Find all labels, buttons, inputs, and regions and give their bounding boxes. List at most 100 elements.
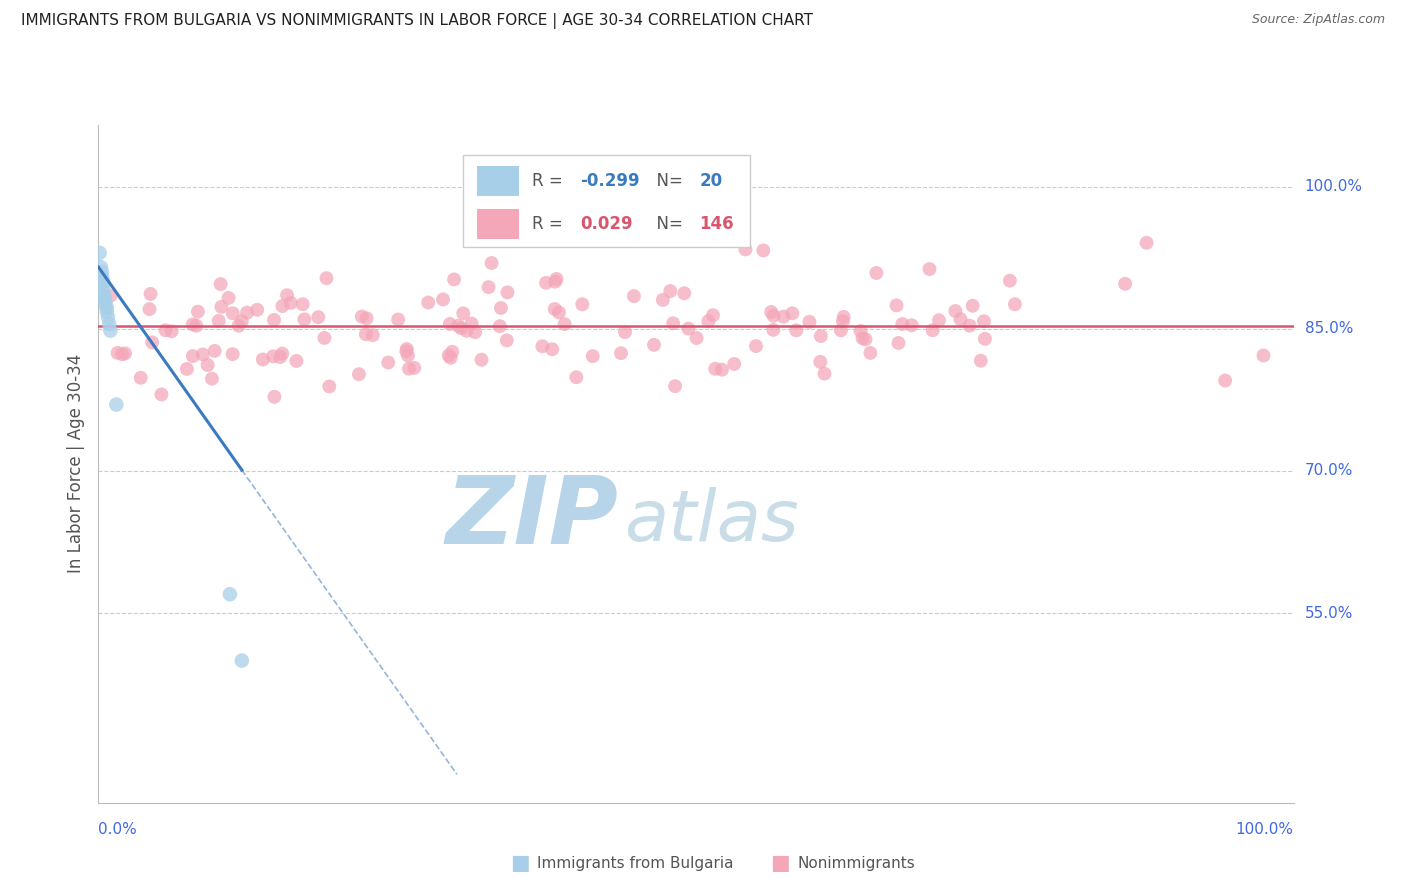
Point bbox=[1253, 349, 1275, 363]
Point bbox=[361, 328, 384, 343]
Point bbox=[94, 295, 117, 310]
Point bbox=[921, 323, 943, 337]
Point bbox=[186, 318, 208, 333]
Point bbox=[441, 344, 464, 359]
Point bbox=[813, 367, 835, 381]
Point bbox=[208, 314, 231, 328]
Point bbox=[623, 289, 645, 303]
Point bbox=[291, 297, 314, 311]
Point bbox=[91, 279, 114, 293]
Point bbox=[544, 301, 567, 316]
Point bbox=[129, 371, 152, 385]
Point bbox=[447, 318, 470, 333]
Point bbox=[280, 296, 302, 310]
Point bbox=[973, 314, 995, 328]
Point bbox=[271, 299, 294, 313]
Point bbox=[271, 346, 294, 360]
Point bbox=[222, 306, 245, 320]
Point bbox=[782, 306, 804, 320]
Point bbox=[1135, 235, 1157, 250]
Point bbox=[918, 262, 941, 277]
Text: R =: R = bbox=[533, 215, 568, 233]
FancyBboxPatch shape bbox=[477, 166, 519, 196]
Point bbox=[548, 305, 571, 319]
Point bbox=[443, 272, 465, 286]
Point bbox=[470, 352, 492, 367]
Point bbox=[231, 314, 253, 328]
Point bbox=[347, 368, 370, 382]
Point bbox=[150, 387, 173, 401]
Point bbox=[685, 331, 707, 345]
Point bbox=[138, 302, 160, 317]
Text: 0.029: 0.029 bbox=[581, 215, 633, 233]
Point bbox=[745, 339, 768, 353]
Point bbox=[531, 339, 554, 353]
Point bbox=[851, 331, 873, 345]
Point bbox=[554, 317, 576, 331]
Point bbox=[865, 266, 887, 280]
Point bbox=[100, 288, 122, 302]
Point bbox=[610, 346, 633, 360]
Point bbox=[439, 317, 461, 331]
FancyBboxPatch shape bbox=[477, 209, 519, 239]
Text: R =: R = bbox=[533, 172, 568, 190]
Point bbox=[252, 352, 274, 367]
Point bbox=[928, 313, 950, 327]
Point bbox=[460, 317, 482, 331]
Point bbox=[187, 304, 209, 318]
Point bbox=[439, 351, 461, 365]
Point bbox=[900, 318, 922, 333]
Point bbox=[662, 316, 685, 330]
Point bbox=[759, 305, 782, 319]
Text: 0.0%: 0.0% bbox=[98, 822, 138, 837]
Point bbox=[418, 295, 440, 310]
Point bbox=[276, 288, 298, 302]
Point bbox=[830, 323, 852, 337]
Point bbox=[651, 293, 673, 307]
Point bbox=[571, 297, 593, 311]
Point bbox=[887, 336, 910, 351]
Point bbox=[855, 332, 877, 346]
Point bbox=[723, 357, 745, 371]
Text: 100.0%: 100.0% bbox=[1305, 179, 1362, 194]
Point bbox=[496, 285, 519, 300]
Point bbox=[546, 272, 568, 286]
Point bbox=[785, 323, 807, 337]
Point bbox=[231, 654, 253, 668]
Point bbox=[107, 346, 129, 360]
Point bbox=[859, 346, 882, 360]
Point bbox=[949, 312, 972, 326]
Text: atlas: atlas bbox=[624, 487, 799, 556]
Point bbox=[221, 347, 243, 361]
Point bbox=[96, 304, 118, 318]
Text: Nonimmigrants: Nonimmigrants bbox=[797, 856, 915, 871]
Point bbox=[246, 302, 269, 317]
Point bbox=[614, 325, 637, 339]
Point bbox=[176, 362, 198, 376]
Point bbox=[93, 292, 115, 306]
Point bbox=[886, 298, 908, 312]
Point bbox=[451, 306, 474, 320]
Text: 55.0%: 55.0% bbox=[1305, 606, 1353, 621]
Point bbox=[752, 244, 775, 258]
Point bbox=[356, 311, 378, 326]
Point bbox=[832, 310, 855, 324]
Point bbox=[98, 324, 122, 338]
Point bbox=[228, 318, 250, 333]
Point bbox=[488, 319, 510, 334]
Point bbox=[219, 587, 242, 601]
Point bbox=[91, 269, 114, 284]
Text: ■: ■ bbox=[770, 854, 790, 873]
Text: ZIP: ZIP bbox=[446, 472, 619, 564]
Point bbox=[534, 276, 557, 290]
Point bbox=[111, 347, 134, 361]
Point bbox=[1114, 277, 1136, 291]
Point bbox=[810, 329, 832, 343]
Point bbox=[105, 398, 128, 412]
Point bbox=[197, 358, 219, 372]
Point bbox=[998, 274, 1021, 288]
Point bbox=[664, 379, 686, 393]
Point bbox=[139, 287, 162, 301]
Point bbox=[734, 243, 756, 257]
Point bbox=[97, 310, 120, 325]
